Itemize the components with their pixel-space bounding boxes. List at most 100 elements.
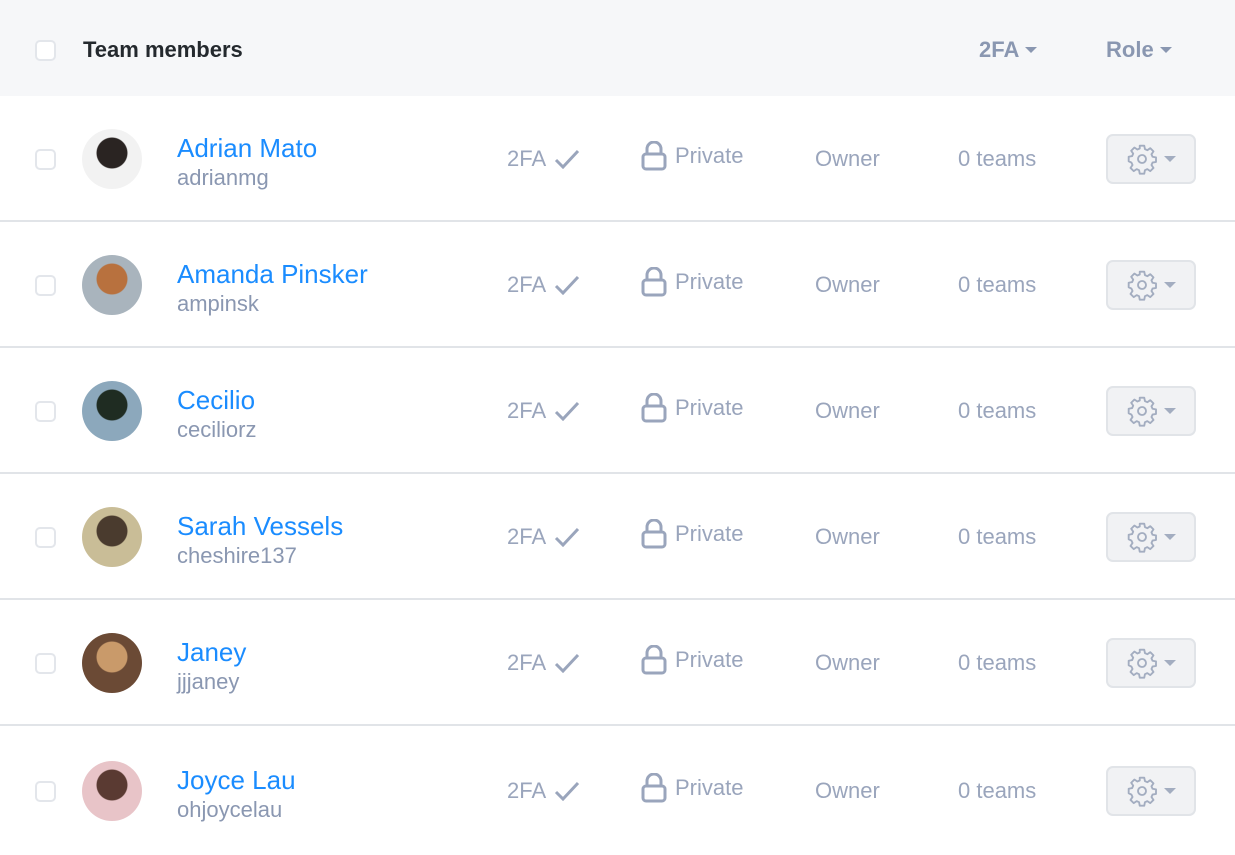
caret-down-icon xyxy=(1164,660,1176,666)
avatar[interactable] xyxy=(82,633,142,693)
avatar[interactable] xyxy=(82,507,142,567)
twofa-status: 2FA xyxy=(507,778,580,804)
avatar[interactable] xyxy=(82,381,142,441)
avatar[interactable] xyxy=(82,255,142,315)
visibility-status: Private xyxy=(641,519,743,549)
member-teams[interactable]: 0 teams xyxy=(958,778,1037,803)
twofa-status: 2FA xyxy=(507,650,580,676)
visibility-label: Private xyxy=(675,521,744,546)
check-icon xyxy=(555,401,580,421)
header-title: Team members xyxy=(83,37,243,62)
member-username: cheshire137 xyxy=(177,543,297,568)
member-username: ohjoycelau xyxy=(177,797,283,822)
twofa-label: 2FA xyxy=(507,778,547,803)
member-role: Owner xyxy=(815,524,880,549)
sort-role-label: Role xyxy=(1106,37,1154,62)
table-row: Sarah Vessels cheshire137 2FA Private Ow… xyxy=(0,474,1235,600)
member-settings-button[interactable] xyxy=(1106,386,1196,436)
row-checkbox[interactable] xyxy=(35,149,56,170)
gear-icon xyxy=(1127,776,1157,807)
visibility-status: Private xyxy=(641,393,743,423)
twofa-label: 2FA xyxy=(507,398,547,423)
caret-down-icon xyxy=(1164,408,1176,414)
member-settings-button[interactable] xyxy=(1106,512,1196,562)
check-icon xyxy=(555,149,580,169)
member-settings-button[interactable] xyxy=(1106,766,1196,816)
lock-icon xyxy=(641,645,667,675)
member-teams[interactable]: 0 teams xyxy=(958,524,1037,549)
member-role: Owner xyxy=(815,146,880,171)
visibility-status: Private xyxy=(641,645,743,675)
row-checkbox[interactable] xyxy=(35,527,56,548)
member-teams[interactable]: 0 teams xyxy=(958,146,1037,171)
member-name-link[interactable]: Sarah Vessels xyxy=(177,511,344,541)
check-icon xyxy=(555,527,580,547)
caret-down-icon xyxy=(1025,47,1038,53)
table-row: Joyce Lau ohjoycelau 2FA Private Owner 0… xyxy=(0,726,1235,855)
caret-down-icon xyxy=(1164,788,1176,794)
member-teams[interactable]: 0 teams xyxy=(958,650,1037,675)
avatar[interactable] xyxy=(82,761,142,821)
gear-icon xyxy=(1127,648,1157,679)
caret-down-icon xyxy=(1159,47,1172,53)
twofa-status: 2FA xyxy=(507,398,580,424)
member-username: adrianmg xyxy=(177,165,269,190)
member-role: Owner xyxy=(815,650,880,675)
lock-icon xyxy=(641,141,667,171)
lock-icon xyxy=(641,393,667,423)
member-name-link[interactable]: Joyce Lau xyxy=(177,765,296,795)
member-name-link[interactable]: Adrian Mato xyxy=(177,133,318,163)
lock-icon xyxy=(641,267,667,297)
member-name-link[interactable]: Janey xyxy=(177,637,247,667)
row-checkbox[interactable] xyxy=(35,401,56,422)
row-checkbox[interactable] xyxy=(35,653,56,674)
member-role: Owner xyxy=(815,272,880,297)
visibility-label: Private xyxy=(675,143,744,168)
table-header: Team members 2FA Role xyxy=(0,0,1235,96)
row-checkbox[interactable] xyxy=(35,781,56,802)
row-checkbox[interactable] xyxy=(35,275,56,296)
twofa-status: 2FA xyxy=(507,524,580,550)
member-settings-button[interactable] xyxy=(1106,638,1196,688)
twofa-label: 2FA xyxy=(507,272,547,297)
visibility-status: Private xyxy=(641,773,743,803)
member-username: ampinsk xyxy=(177,291,259,316)
member-teams[interactable]: 0 teams xyxy=(958,272,1037,297)
member-name-link[interactable]: Amanda Pinsker xyxy=(177,259,368,289)
twofa-status: 2FA xyxy=(507,272,580,298)
gear-icon xyxy=(1127,270,1157,301)
sort-2fa-label: 2FA xyxy=(979,37,1020,62)
sort-role-dropdown[interactable]: Role xyxy=(1106,37,1172,63)
gear-icon xyxy=(1127,396,1157,427)
twofa-status: 2FA xyxy=(507,146,580,172)
visibility-label: Private xyxy=(675,395,744,420)
visibility-status: Private xyxy=(641,267,743,297)
lock-icon xyxy=(641,773,667,803)
member-settings-button[interactable] xyxy=(1106,134,1196,184)
twofa-label: 2FA xyxy=(507,650,547,675)
twofa-label: 2FA xyxy=(507,524,547,549)
caret-down-icon xyxy=(1164,282,1176,288)
gear-icon xyxy=(1127,144,1157,175)
member-name-link[interactable]: Cecilio xyxy=(177,385,256,415)
member-role: Owner xyxy=(815,398,880,423)
member-role: Owner xyxy=(815,778,880,803)
visibility-label: Private xyxy=(675,269,744,294)
caret-down-icon xyxy=(1164,534,1176,540)
twofa-label: 2FA xyxy=(507,146,547,171)
check-icon xyxy=(555,275,580,295)
caret-down-icon xyxy=(1164,156,1176,162)
member-teams[interactable]: 0 teams xyxy=(958,398,1037,423)
table-row: Amanda Pinsker ampinsk 2FA Private Owner… xyxy=(0,222,1235,348)
member-settings-button[interactable] xyxy=(1106,260,1196,310)
member-username: ceciliorz xyxy=(177,417,257,442)
gear-icon xyxy=(1127,522,1157,553)
sort-2fa-dropdown[interactable]: 2FA xyxy=(979,37,1038,63)
select-all-checkbox[interactable] xyxy=(35,40,56,61)
avatar[interactable] xyxy=(82,129,142,189)
check-icon xyxy=(555,653,580,673)
table-row: Janey jjjaney 2FA Private Owner 0 teams xyxy=(0,600,1235,726)
member-username: jjjaney xyxy=(177,669,240,694)
check-icon xyxy=(555,781,580,801)
lock-icon xyxy=(641,519,667,549)
